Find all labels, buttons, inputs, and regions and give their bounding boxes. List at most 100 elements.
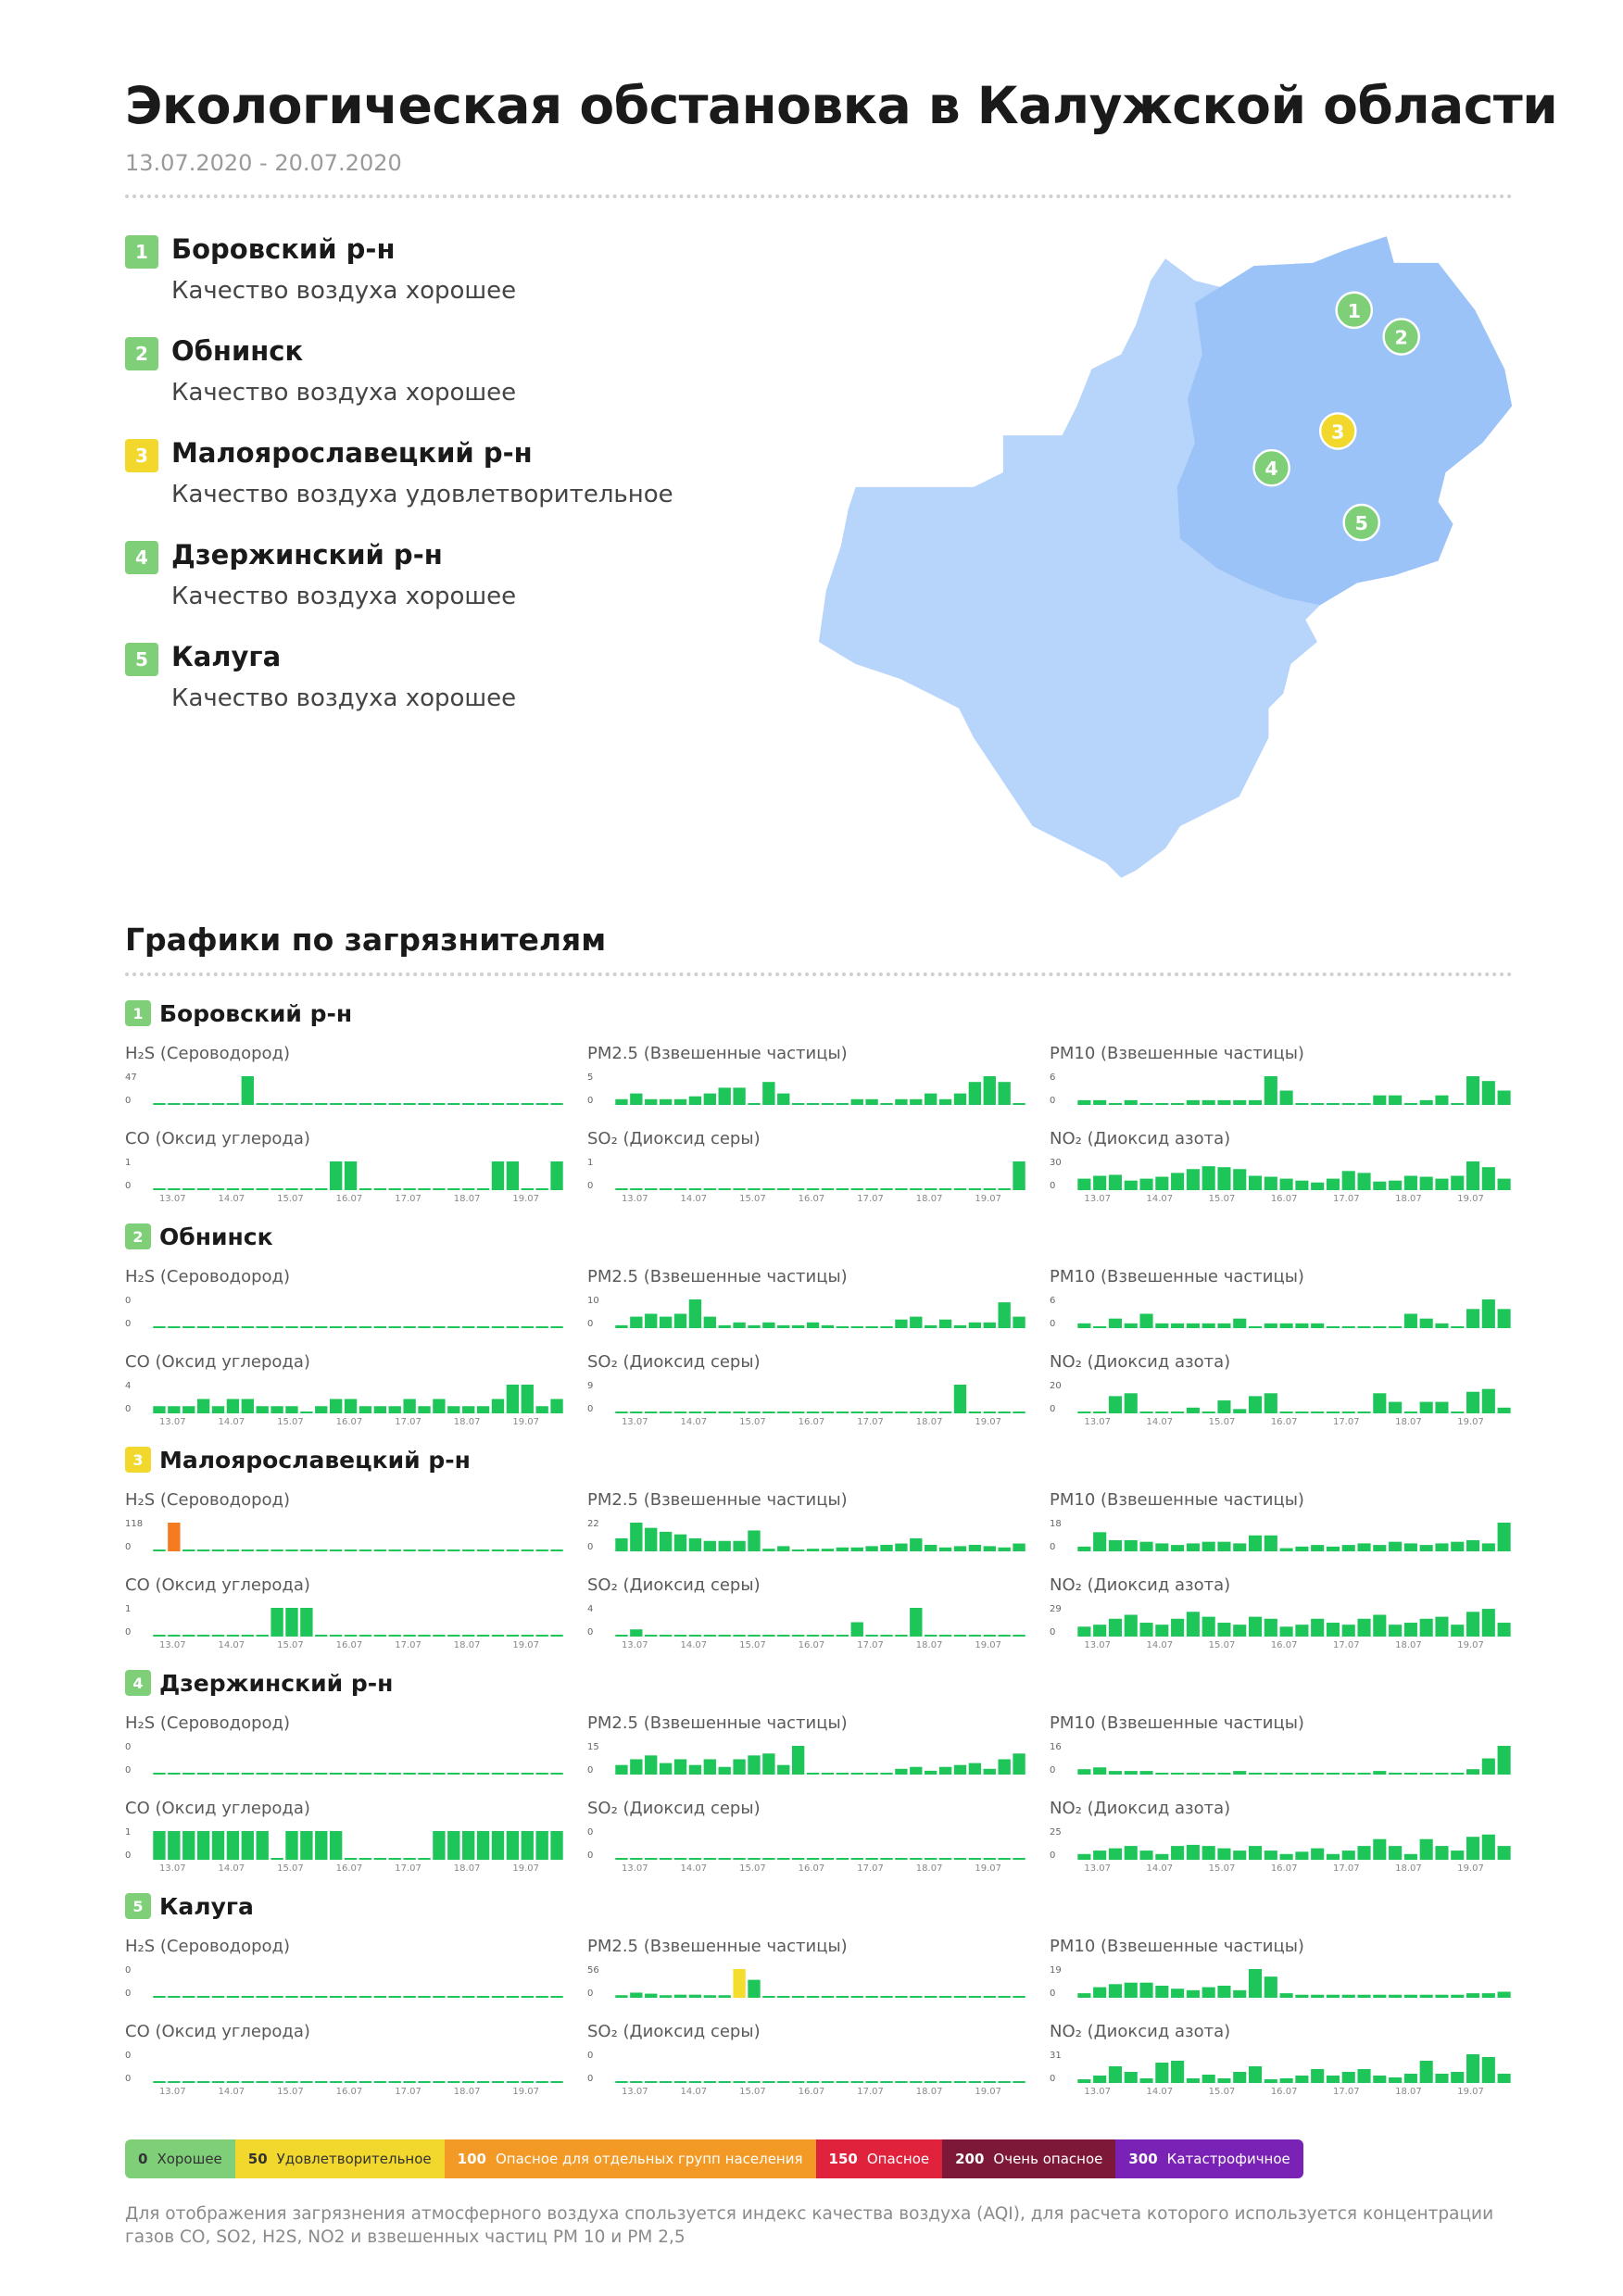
bar	[836, 1326, 849, 1328]
x-tick-label: 17.07	[1333, 1194, 1360, 1204]
x-tick-label: 19.07	[512, 2087, 539, 2097]
bar	[1419, 2061, 1433, 2083]
x-tick-label: 16.07	[1271, 2087, 1298, 2097]
bar	[821, 1549, 835, 1551]
x-tick-label: 14.07	[681, 2087, 708, 2097]
bar	[733, 2081, 746, 2083]
y-tick-label: 0	[587, 1404, 593, 1414]
bar	[241, 1326, 254, 1328]
bar	[983, 1996, 996, 1998]
y-tick-label: 0	[125, 1742, 131, 1752]
bar	[1373, 2076, 1387, 2083]
bar	[748, 2081, 761, 2083]
bar	[535, 1635, 548, 1637]
bar	[491, 1103, 505, 1105]
bar	[645, 2081, 658, 2083]
y-tick-label: 0	[587, 2074, 593, 2084]
bar	[226, 1188, 240, 1190]
bar	[1108, 1984, 1123, 1998]
y-tick-label: 6	[1050, 1296, 1055, 1306]
chart-title: H₂S (Сероводород)	[125, 1044, 290, 1063]
y-tick-label: 25	[1050, 1827, 1062, 1838]
bar	[673, 1635, 687, 1637]
bar	[1326, 2076, 1340, 2083]
bar	[703, 2081, 716, 2083]
bar	[762, 1411, 775, 1413]
y-tick-label: 0	[125, 1851, 131, 1861]
bar	[521, 1326, 534, 1328]
bar	[806, 2081, 820, 2083]
bar	[550, 1549, 563, 1551]
bar	[1124, 1539, 1138, 1551]
bar	[256, 1773, 269, 1775]
bar	[1295, 1625, 1309, 1637]
bar	[1108, 1771, 1123, 1775]
y-tick-label: 0	[587, 1627, 593, 1637]
bar	[659, 2081, 673, 2083]
district-name: Дзержинский р-н	[171, 539, 443, 571]
bar	[880, 1635, 893, 1637]
bar	[1093, 1532, 1107, 1551]
bar	[1373, 1393, 1387, 1413]
bar	[226, 1635, 240, 1637]
bar	[998, 1547, 1011, 1551]
bar	[673, 2081, 687, 2083]
bar	[373, 1996, 387, 1998]
bar	[1497, 1846, 1511, 1860]
bar	[418, 1406, 431, 1413]
bar	[1233, 1851, 1247, 1860]
y-tick-label: 19	[1050, 1965, 1062, 1976]
bar	[1497, 1991, 1511, 1998]
bar	[615, 1995, 628, 1998]
bar	[241, 1635, 254, 1637]
bar	[315, 1103, 328, 1105]
map-marker	[1318, 412, 1357, 450]
x-tick-label: 13.07	[159, 1863, 186, 1874]
legend-item: 0 Хорошее	[125, 2139, 235, 2178]
bar	[462, 2081, 475, 2083]
bar	[491, 1326, 505, 1328]
x-tick-label: 15.07	[277, 1863, 304, 1874]
bar	[168, 1773, 181, 1775]
map-marker	[1335, 291, 1374, 330]
district-name: Малоярославецкий р-н	[159, 1447, 471, 1474]
bar	[777, 1858, 790, 1860]
bar	[1341, 2072, 1355, 2083]
bar	[521, 1549, 534, 1551]
y-tick-label: 0	[125, 1181, 131, 1191]
bar	[791, 2081, 805, 2083]
bar	[535, 2081, 548, 2083]
bar	[476, 1406, 490, 1413]
bar	[673, 1098, 687, 1105]
bar	[1124, 1614, 1138, 1637]
bar	[270, 1103, 283, 1105]
bar	[270, 1549, 283, 1551]
district-badge	[125, 1670, 151, 1696]
bar	[688, 1858, 702, 1860]
bar	[895, 1098, 908, 1105]
bar	[895, 1858, 908, 1860]
bar	[211, 1406, 225, 1413]
bar	[373, 1326, 387, 1328]
bar	[550, 1161, 563, 1190]
bar	[550, 1996, 563, 1998]
bar	[447, 1549, 460, 1551]
bar	[1248, 1969, 1263, 1998]
bar	[1013, 2081, 1025, 2083]
bar	[688, 1537, 702, 1551]
bar	[1295, 1411, 1309, 1413]
bar	[910, 2081, 923, 2083]
bar	[1466, 1539, 1480, 1551]
bar	[615, 1411, 628, 1413]
bar	[703, 1635, 716, 1637]
bar	[535, 1188, 548, 1190]
bar	[315, 1549, 328, 1551]
bar	[1451, 1326, 1465, 1328]
bar	[403, 1858, 416, 1860]
bar	[300, 1773, 313, 1775]
bar	[241, 2081, 254, 2083]
bar	[850, 1773, 863, 1775]
bar	[1481, 1834, 1495, 1860]
bar	[550, 1326, 563, 1328]
bar	[1186, 1407, 1200, 1413]
